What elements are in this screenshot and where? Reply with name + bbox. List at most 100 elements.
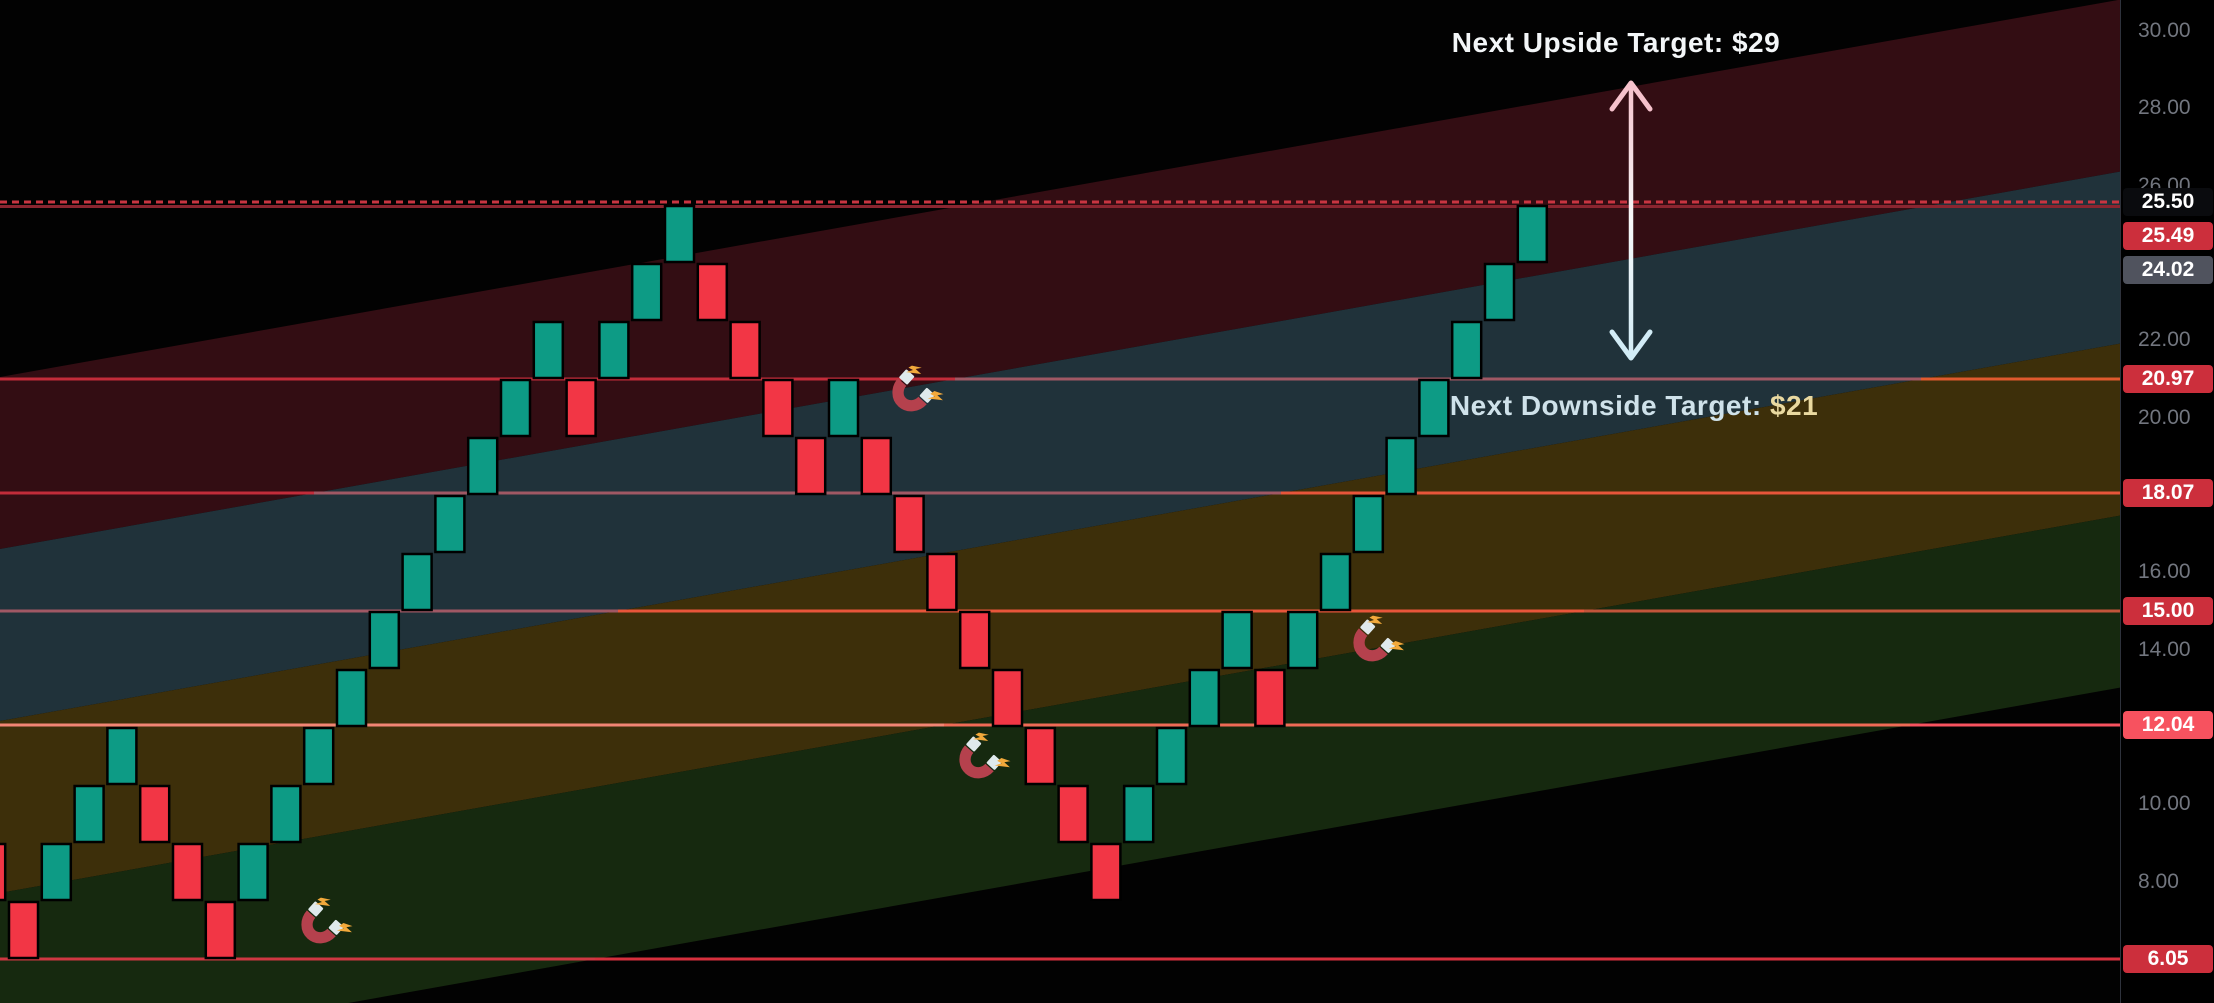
renko-brick-down xyxy=(991,668,1024,728)
price-label-24.02: 24.02 xyxy=(2123,256,2213,284)
renko-brick-up xyxy=(237,842,269,902)
arrow-head-down xyxy=(1609,329,1653,361)
magnet-tip xyxy=(1360,619,1376,635)
renko-brick-up xyxy=(1188,668,1221,728)
renko-brick-down xyxy=(565,378,597,438)
renko-brick-up xyxy=(40,842,73,902)
magnet-tip xyxy=(308,901,324,917)
renko-brick-up xyxy=(434,494,466,554)
renko-brick-up xyxy=(1450,320,1483,380)
magnet-icon[interactable] xyxy=(297,893,359,954)
renko-brick-up xyxy=(1155,726,1188,786)
renko-brick-up xyxy=(270,784,302,844)
axis-tick-8.00: 8.00 xyxy=(2138,870,2179,893)
renko-brick-up xyxy=(73,784,105,844)
renko-brick-down xyxy=(958,610,991,670)
renko-brick-down xyxy=(1090,842,1122,902)
renko-brick-down xyxy=(729,320,761,380)
spark-icon xyxy=(336,923,353,933)
renko-brick-down xyxy=(0,842,7,902)
chart-plot-area[interactable]: Next Upside Target: $29 Next Downside Ta… xyxy=(0,0,2120,1003)
renko-brick-up xyxy=(106,726,138,786)
renko-brick-down xyxy=(204,900,237,960)
spark-icon xyxy=(1367,615,1383,625)
price-axis[interactable]: 30.00 28.00 26.00 22.00 20.00 16.00 14.00 10.00… xyxy=(2120,0,2214,1003)
renko-brick-up xyxy=(598,320,630,380)
magnet-body xyxy=(892,378,927,412)
renko-brick-up xyxy=(663,204,696,264)
renko-brick-up xyxy=(335,668,368,728)
price-line-12.04[interactable] xyxy=(0,723,2120,727)
axis-tick-10.00: 10.00 xyxy=(2138,792,2191,815)
magnet-tip xyxy=(966,736,982,752)
axis-tick-30.00: 30.00 xyxy=(2138,19,2191,42)
price-line-solid-25.50[interactable] xyxy=(0,205,2120,208)
renko-brick-down xyxy=(762,378,794,438)
renko-brick-up xyxy=(532,320,565,380)
axis-tick-22.00: 22.00 xyxy=(2138,328,2191,351)
price-line-15.00[interactable] xyxy=(0,609,2120,613)
upside-target-annotation[interactable]: Next Upside Target: $29 xyxy=(1451,27,1781,58)
price-label-6.05: 6.05 xyxy=(2123,945,2213,973)
renko-brick-up xyxy=(499,378,532,438)
magnet-icon[interactable] xyxy=(1349,611,1411,672)
renko-brick-down xyxy=(1024,726,1057,786)
spark-icon xyxy=(927,391,944,401)
renko-brick-down xyxy=(1057,784,1089,844)
renko-brick-up xyxy=(1483,262,1516,322)
magnet-tip xyxy=(986,754,1002,770)
price-label-18.07: 18.07 xyxy=(2123,479,2213,507)
magnet-body xyxy=(301,910,336,944)
renko-chart-canvas xyxy=(0,0,2120,1003)
renko-brick-up xyxy=(368,610,401,670)
renko-brick-up xyxy=(1286,610,1319,670)
renko-brick-up xyxy=(1221,610,1253,670)
arrow-head-up xyxy=(1609,80,1653,112)
renko-brick-down xyxy=(893,494,925,554)
renko-brick-down xyxy=(7,900,40,960)
renko-brick-up xyxy=(1516,204,1549,264)
magnet-body xyxy=(959,745,994,779)
renko-brick-up xyxy=(630,262,663,322)
renko-brick-down xyxy=(171,842,204,902)
magnet-icon[interactable] xyxy=(888,361,950,422)
renko-brick-up xyxy=(1122,784,1155,844)
channel-band-green-channel xyxy=(0,515,2120,1003)
price-line-18.07[interactable] xyxy=(0,491,2120,495)
renko-brick-up xyxy=(1385,436,1417,496)
magnet-tip xyxy=(919,387,935,403)
axis-tick-14.00: 14.00 xyxy=(2138,638,2191,661)
spark-icon xyxy=(906,365,922,375)
price-line-6.05[interactable] xyxy=(0,957,2120,961)
price-label-12.04: 12.04 xyxy=(2123,711,2213,739)
spark-icon xyxy=(994,758,1011,768)
price-line-20.97[interactable] xyxy=(0,377,2120,381)
channel-band-teal-channel xyxy=(0,171,2120,721)
axis-tick-28.00: 28.00 xyxy=(2138,96,2191,119)
downside-target-annotation[interactable]: Next Downside Target: $21 xyxy=(1450,390,1818,422)
spark-icon xyxy=(315,897,331,907)
magnet-tip xyxy=(899,369,915,385)
magnet-tip xyxy=(328,919,344,935)
axis-tick-16.00: 16.00 xyxy=(2138,560,2191,583)
renko-brick-down xyxy=(794,436,827,496)
magnet-icon[interactable] xyxy=(955,728,1017,789)
spark-icon xyxy=(1388,641,1405,651)
renko-brick-down xyxy=(696,262,729,322)
channel-band-yellow-channel xyxy=(0,343,2120,893)
price-label-15.00: 15.00 xyxy=(2123,597,2213,625)
renko-brick-up xyxy=(1319,552,1352,612)
magnet-body xyxy=(1353,628,1388,662)
price-label-25.50: 25.50 xyxy=(2123,188,2213,216)
renko-brick-down xyxy=(860,436,893,496)
renko-brick-down xyxy=(926,552,958,612)
renko-brick-up xyxy=(466,436,499,496)
renko-brick-up xyxy=(1352,494,1385,554)
axis-tick-20.00: 20.00 xyxy=(2138,406,2191,429)
price-label-25.49: 25.49 xyxy=(2123,222,2213,250)
renko-brick-up xyxy=(401,552,433,612)
downside-target-value: $21 xyxy=(1769,390,1819,421)
magnet-tip xyxy=(1380,637,1396,653)
renko-brick-up xyxy=(827,378,860,438)
